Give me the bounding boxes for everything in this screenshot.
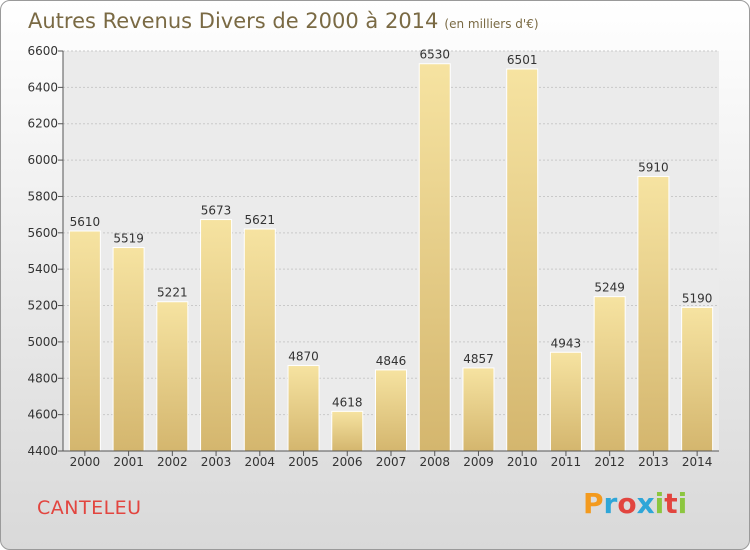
bar [593,296,626,452]
brand-letter: x [636,487,655,520]
bar [243,228,276,452]
x-tick-label: 2008 [419,455,450,469]
data-label: 5621 [245,213,276,227]
x-tick-label: 2009 [463,455,494,469]
data-label: 5519 [113,232,144,246]
chart-title: Autres Revenus Divers de 2000 à 2014 (en … [28,9,539,33]
brand-letter: o [617,487,637,520]
data-label: 5249 [594,281,625,295]
brand-letter: t [664,487,678,520]
y-tick-label: 4600 [27,408,58,422]
x-tick-label: 2012 [594,455,625,469]
bar [156,301,189,452]
y-tick-label: 5000 [27,335,58,349]
data-label: 5910 [638,160,669,174]
brand-letter: P [583,487,604,520]
bars [68,63,714,452]
chart-subtitle: (en milliers d'€) [444,17,539,31]
x-tick-label: 2000 [70,455,101,469]
y-tick-label: 4400 [27,444,58,458]
bar [112,247,145,452]
x-tick-label: 2002 [157,455,188,469]
x-tick-label: 2010 [507,455,538,469]
x-tick-label: 2013 [638,455,669,469]
bar [681,306,714,452]
bar [549,351,582,452]
data-label: 4618 [332,395,363,409]
y-tick-label: 6000 [27,153,58,167]
town-name: CANTELEU [37,497,142,519]
x-tick-label: 2007 [376,455,407,469]
data-label: 5610 [70,215,101,229]
data-label: 5190 [682,291,713,305]
brand-letter: i [654,487,665,520]
bar [637,175,670,452]
y-tick-label: 5600 [27,226,58,240]
y-tick-label: 6400 [27,80,58,94]
axes: 4400 4600 4800 5000 5200 5400 5600 5800 6000 6200… [27,44,719,469]
y-tick-label: 5200 [27,299,58,313]
x-tick-label: 2003 [201,455,232,469]
y-tick-label: 6200 [27,117,58,131]
bar [462,367,495,452]
data-label: 4857 [463,352,494,366]
bar [418,63,451,452]
y-tick-label: 5400 [27,262,58,276]
data-labels: 5610 5519 5221 5673 5621 4870 4618 4846 6530 4857… [70,48,713,410]
x-tick-label: 2004 [245,455,276,469]
brand-letter: r [603,487,618,520]
data-label: 5673 [201,204,232,218]
bar [287,365,320,452]
brand-letter: i [677,487,688,520]
data-label: 5221 [157,286,188,300]
bar [200,219,233,452]
chart-title-text: Autres Revenus Divers de 2000 à 2014 [28,9,439,33]
bar [375,369,407,452]
x-tick-label: 2006 [332,455,363,469]
y-tick-label: 6600 [27,44,58,58]
y-tick-label: 4800 [27,371,58,385]
x-tick-label: 2001 [113,455,144,469]
data-label: 4870 [288,350,319,364]
x-tick-label: 2011 [551,455,582,469]
x-tick-label: 2014 [682,455,713,469]
data-label: 6530 [419,48,450,62]
data-label: 4943 [551,336,582,350]
bar [506,68,539,452]
bar [331,410,364,452]
data-label: 4846 [376,354,407,368]
x-tick-label: 2005 [288,455,319,469]
bar [68,230,101,452]
y-tick-label: 5800 [27,189,58,203]
data-label: 6501 [507,53,538,67]
proxiti-logo[interactable]: Proxiti [583,487,687,520]
